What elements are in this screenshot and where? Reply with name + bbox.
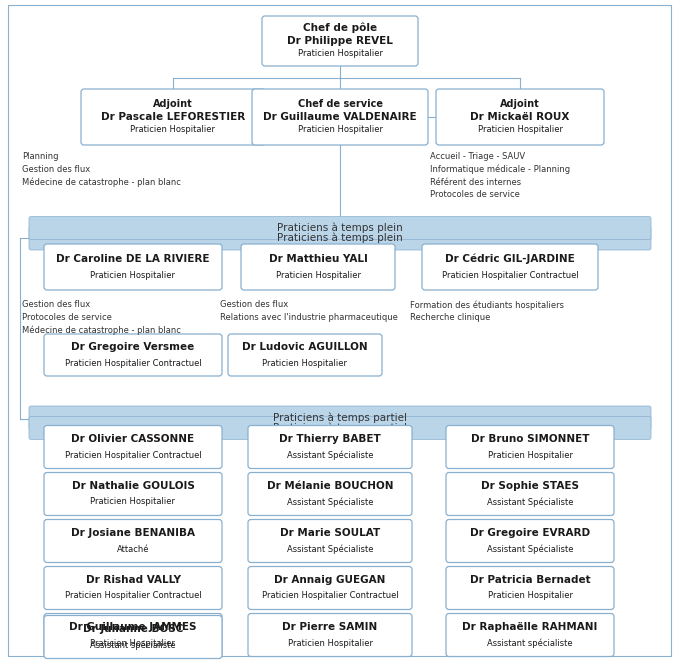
Text: Praticiens à temps plein: Praticiens à temps plein <box>277 233 403 243</box>
Text: Adjoint: Adjoint <box>153 99 193 109</box>
Text: Praticien Hospitalier: Praticien Hospitalier <box>297 48 382 58</box>
Text: Chef de service: Chef de service <box>297 99 382 109</box>
FancyBboxPatch shape <box>446 473 614 516</box>
FancyBboxPatch shape <box>44 244 222 290</box>
Text: Dr Annaig GUEGAN: Dr Annaig GUEGAN <box>274 575 386 585</box>
FancyBboxPatch shape <box>248 426 412 469</box>
Text: Dr Sophie STAES: Dr Sophie STAES <box>481 481 579 491</box>
Text: Praticien Hospitalier: Praticien Hospitalier <box>488 592 572 600</box>
FancyBboxPatch shape <box>248 613 412 656</box>
Text: Dr Marie SOULAT: Dr Marie SOULAT <box>280 528 380 538</box>
FancyBboxPatch shape <box>44 426 222 469</box>
FancyBboxPatch shape <box>29 217 651 239</box>
Text: Praticien Hospitalier Contractuel: Praticien Hospitalier Contractuel <box>65 592 202 600</box>
Text: Dr Ludovic AGUILLON: Dr Ludovic AGUILLON <box>242 342 368 352</box>
Text: Praticien Hospitalier: Praticien Hospitalier <box>488 451 572 459</box>
Text: Praticien Hospitalier Contractuel: Praticien Hospitalier Contractuel <box>261 592 399 600</box>
Text: Dr Cédric GIL-JARDINE: Dr Cédric GIL-JARDINE <box>445 254 575 264</box>
FancyBboxPatch shape <box>44 334 222 376</box>
FancyBboxPatch shape <box>248 520 412 563</box>
Text: Dr Thierry BABET: Dr Thierry BABET <box>279 434 381 444</box>
Text: Dr Nathalie GOULOIS: Dr Nathalie GOULOIS <box>71 481 194 491</box>
Text: Assistant Spécialiste: Assistant Spécialiste <box>287 497 373 507</box>
Text: Assistant spécialiste: Assistant spécialiste <box>90 641 176 650</box>
Text: Dr Patricia Bernadet: Dr Patricia Bernadet <box>470 575 590 585</box>
FancyBboxPatch shape <box>228 334 382 376</box>
Text: Planning
Gestion des flux
Médecine de catastrophe - plan blanc: Planning Gestion des flux Médecine de ca… <box>22 152 181 187</box>
Text: Praticien Hospitalier: Praticien Hospitalier <box>90 639 175 648</box>
Text: Praticiens à temps partiel: Praticiens à temps partiel <box>273 423 407 433</box>
Text: Praticien Hospitalier: Praticien Hospitalier <box>130 124 215 134</box>
Text: Praticien Hospitalier Contractuel: Praticien Hospitalier Contractuel <box>65 358 202 368</box>
Text: Dr Mélanie BOUCHON: Dr Mélanie BOUCHON <box>267 481 393 491</box>
Text: Accueil - Triage - SAUV
Informatique médicale - Planning
Référent des internes
P: Accueil - Triage - SAUV Informatique méd… <box>430 152 570 199</box>
Text: Formation des étudiants hospitaliers
Recherche clinique: Formation des étudiants hospitaliers Rec… <box>410 300 564 322</box>
Text: Dr Raphaëlle RAHMANI: Dr Raphaëlle RAHMANI <box>462 622 598 632</box>
FancyBboxPatch shape <box>241 244 395 290</box>
Text: Praticien Hospitalier: Praticien Hospitalier <box>297 124 382 134</box>
Text: Dr Caroline DE LA RIVIERE: Dr Caroline DE LA RIVIERE <box>56 254 210 264</box>
Text: Dr Matthieu YALI: Dr Matthieu YALI <box>269 254 367 264</box>
Text: Assistant Spécialiste: Assistant Spécialiste <box>287 450 373 460</box>
FancyBboxPatch shape <box>446 520 614 563</box>
Text: Assistant spécialiste: Assistant spécialiste <box>488 639 573 648</box>
Text: Praticien Hospitalier: Praticien Hospitalier <box>477 124 562 134</box>
FancyBboxPatch shape <box>44 566 222 609</box>
Text: Chef de pôle: Chef de pôle <box>303 22 377 33</box>
Text: Adjoint: Adjoint <box>500 99 540 109</box>
FancyBboxPatch shape <box>422 244 598 290</box>
FancyBboxPatch shape <box>44 473 222 516</box>
Text: Dr Josiane BENANIBA: Dr Josiane BENANIBA <box>71 528 195 538</box>
FancyBboxPatch shape <box>252 89 428 145</box>
FancyBboxPatch shape <box>436 89 604 145</box>
Text: Attaché: Attaché <box>117 545 149 553</box>
FancyBboxPatch shape <box>446 426 614 469</box>
Text: Dr Philippe REVEL: Dr Philippe REVEL <box>287 36 393 46</box>
Text: Gestion des flux
Protocoles de service
Médecine de catastrophe - plan blanc: Gestion des flux Protocoles de service M… <box>22 300 181 334</box>
Text: Praticiens à temps partiel: Praticiens à temps partiel <box>273 412 407 423</box>
FancyBboxPatch shape <box>44 615 222 658</box>
Text: Dr Pascale LEFORESTIER: Dr Pascale LEFORESTIER <box>101 112 245 122</box>
Text: Praticien Hospitalier: Praticien Hospitalier <box>287 639 373 648</box>
Text: Praticien Hospitalier: Praticien Hospitalier <box>90 270 175 280</box>
Text: Dr Rishad VALLY: Dr Rishad VALLY <box>86 575 181 585</box>
Text: Dr Olivier CASSONNE: Dr Olivier CASSONNE <box>71 434 195 444</box>
Text: Dr Gregoire Versmee: Dr Gregoire Versmee <box>71 342 195 352</box>
Text: Dr Guillaume VALDENAIRE: Dr Guillaume VALDENAIRE <box>263 112 417 122</box>
FancyBboxPatch shape <box>81 89 265 145</box>
Text: Assistant Spécialiste: Assistant Spécialiste <box>487 544 573 554</box>
Text: Dr Gregoire EVRARD: Dr Gregoire EVRARD <box>470 528 590 538</box>
Text: Assistant Spécialiste: Assistant Spécialiste <box>487 497 573 507</box>
FancyBboxPatch shape <box>29 226 651 250</box>
FancyBboxPatch shape <box>29 416 651 440</box>
Text: Praticien Hospitalier Contractuel: Praticien Hospitalier Contractuel <box>441 270 579 280</box>
Text: Praticien Hospitalier Contractuel: Praticien Hospitalier Contractuel <box>65 451 202 459</box>
Text: Dr Bruno SIMONNET: Dr Bruno SIMONNET <box>471 434 589 444</box>
FancyBboxPatch shape <box>446 613 614 656</box>
FancyBboxPatch shape <box>446 566 614 609</box>
Text: Gestion des flux
Relations avec l'industrie pharmaceutique: Gestion des flux Relations avec l'indust… <box>220 300 398 321</box>
FancyBboxPatch shape <box>44 520 222 563</box>
FancyBboxPatch shape <box>248 566 412 609</box>
Text: Dr Julianne BOSC: Dr Julianne BOSC <box>83 624 183 634</box>
FancyBboxPatch shape <box>44 613 222 656</box>
Text: Praticien Hospitalier: Praticien Hospitalier <box>263 358 348 368</box>
FancyBboxPatch shape <box>248 473 412 516</box>
Text: Assistant Spécialiste: Assistant Spécialiste <box>287 544 373 554</box>
FancyBboxPatch shape <box>262 16 418 66</box>
Text: Dr Pierre SAMIN: Dr Pierre SAMIN <box>282 622 378 632</box>
Text: Dr Mickaël ROUX: Dr Mickaël ROUX <box>471 112 570 122</box>
Text: Praticien Hospitalier: Praticien Hospitalier <box>276 270 361 280</box>
Text: Praticiens à temps plein: Praticiens à temps plein <box>277 223 403 233</box>
FancyBboxPatch shape <box>29 406 651 430</box>
Text: Dr Guillaume JAMMES: Dr Guillaume JAMMES <box>69 622 197 632</box>
Text: Praticien Hospitalier: Praticien Hospitalier <box>90 498 175 506</box>
